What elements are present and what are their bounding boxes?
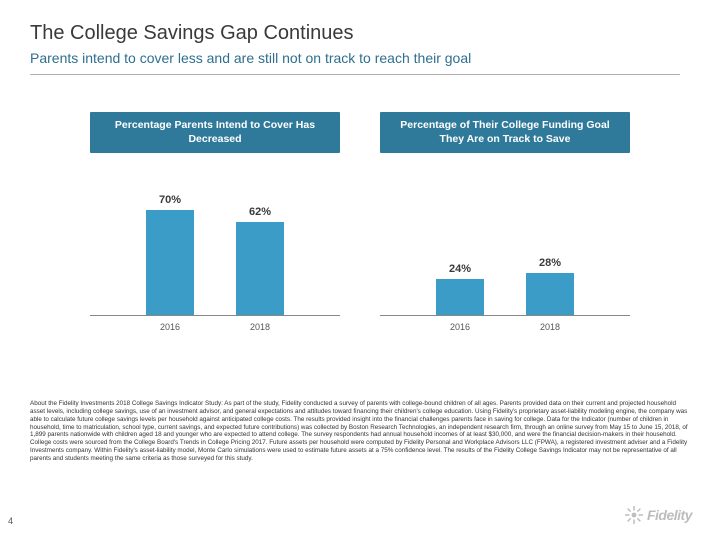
bar [436, 279, 484, 315]
fidelity-logo: Fidelity [625, 506, 692, 524]
chart-panel-header: Percentage Parents Intend to Cover Has D… [90, 112, 340, 153]
page-subtitle: Parents intend to cover less and are sti… [30, 50, 471, 66]
bar-value-label: 28% [539, 257, 561, 269]
page-number: 4 [8, 516, 13, 526]
x-axis-labels: 2016 2018 [90, 322, 340, 332]
bar-wrap: 24% [430, 263, 490, 315]
bar-value-label: 24% [449, 263, 471, 275]
chart-panel-body: 70% 62% [90, 153, 340, 316]
x-axis-label: 2016 [430, 322, 490, 332]
chart-panel-header: Percentage of Their College Funding Goal… [380, 112, 630, 153]
x-axis-label: 2018 [230, 322, 290, 332]
chart-panel: Percentage of Their College Funding Goal… [380, 112, 630, 332]
fidelity-logo-text: Fidelity [647, 507, 692, 523]
page-title: The College Savings Gap Continues [30, 22, 354, 45]
chart-panel-body: 24% 28% [380, 153, 630, 316]
bar [236, 222, 284, 315]
x-axis-label: 2016 [140, 322, 200, 332]
charts-container: Percentage Parents Intend to Cover Has D… [90, 112, 630, 332]
title-divider [30, 74, 680, 75]
footnote-text: About the Fidelity Investments 2018 Coll… [30, 400, 690, 463]
bar-wrap: 70% [140, 194, 200, 315]
bar-value-label: 62% [249, 206, 271, 218]
fidelity-starburst-icon [625, 506, 643, 524]
bar-value-label: 70% [159, 194, 181, 206]
bar-wrap: 62% [230, 206, 290, 315]
chart-panel: Percentage Parents Intend to Cover Has D… [90, 112, 340, 332]
bar [146, 210, 194, 315]
x-axis-label: 2018 [520, 322, 580, 332]
bar [526, 273, 574, 315]
x-axis-labels: 2016 2018 [380, 322, 630, 332]
bar-wrap: 28% [520, 257, 580, 315]
